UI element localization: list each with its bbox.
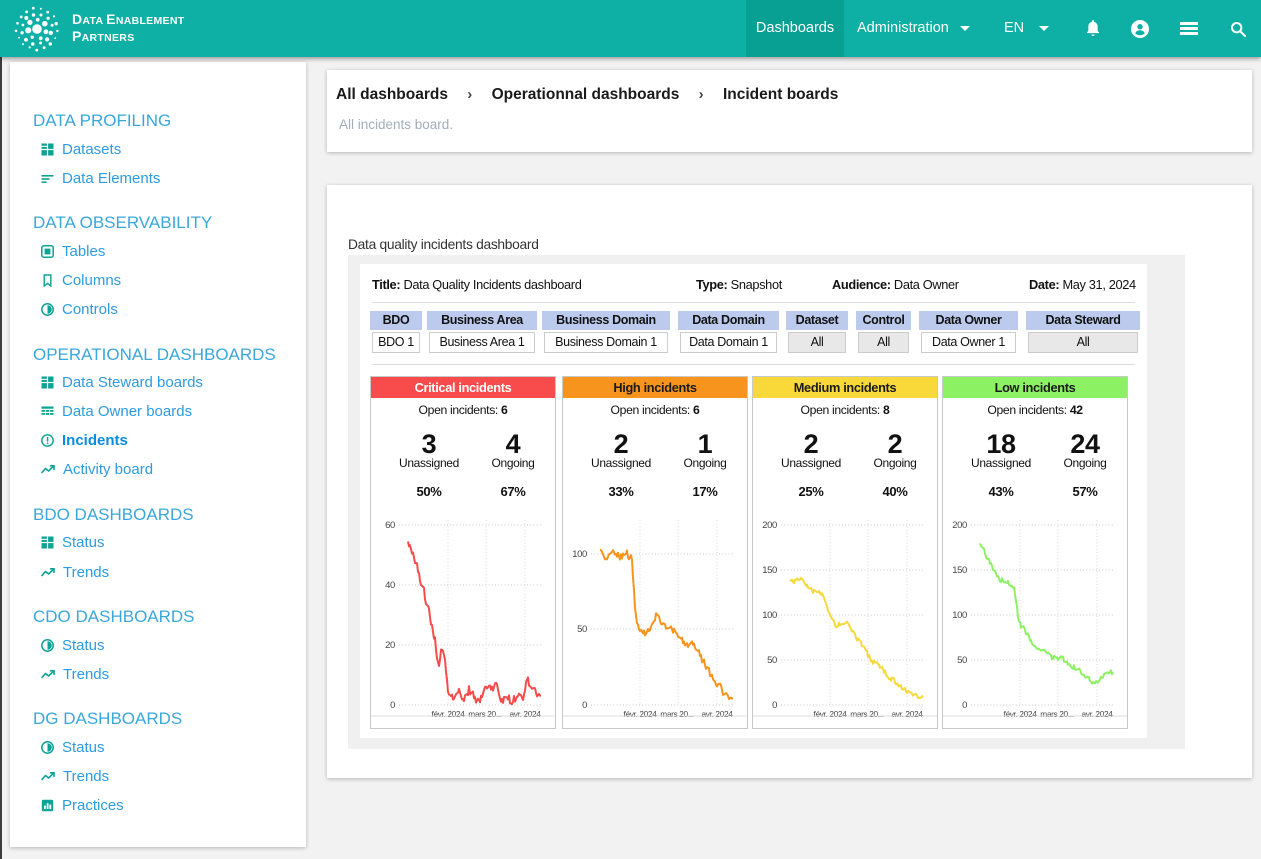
svg-text:avr. 2024: avr. 2024 — [702, 709, 734, 719]
svg-text:50: 50 — [957, 655, 967, 666]
svg-text:100: 100 — [762, 610, 777, 621]
svg-text:0: 0 — [962, 700, 967, 711]
svg-text:mars 20...: mars 20... — [468, 709, 501, 719]
svg-text:févr. 2024: févr. 2024 — [432, 709, 466, 719]
svg-text:févr. 2024: févr. 2024 — [1004, 709, 1038, 719]
svg-text:60: 60 — [385, 520, 395, 531]
svg-text:150: 150 — [952, 565, 967, 576]
svg-text:100: 100 — [952, 610, 967, 621]
svg-text:200: 200 — [952, 520, 967, 531]
svg-text:20: 20 — [385, 640, 395, 651]
svg-text:avr. 2024: avr. 2024 — [510, 709, 542, 719]
svg-text:50: 50 — [767, 655, 777, 666]
svg-text:200: 200 — [762, 520, 777, 531]
svg-text:mars 20...: mars 20... — [1040, 709, 1073, 719]
svg-text:100: 100 — [572, 549, 587, 560]
svg-text:mars 20...: mars 20... — [660, 709, 693, 719]
svg-text:0: 0 — [772, 700, 777, 711]
svg-text:févr. 2024: févr. 2024 — [624, 709, 658, 719]
svg-text:0: 0 — [390, 700, 395, 711]
svg-text:150: 150 — [762, 565, 777, 576]
svg-text:40: 40 — [385, 580, 395, 591]
svg-text:févr. 2024: févr. 2024 — [814, 709, 848, 719]
svg-text:50: 50 — [577, 624, 587, 635]
svg-text:avr. 2024: avr. 2024 — [1082, 709, 1114, 719]
svg-text:0: 0 — [582, 700, 587, 711]
svg-text:mars 20...: mars 20... — [850, 709, 883, 719]
svg-text:avr. 2024: avr. 2024 — [892, 709, 924, 719]
